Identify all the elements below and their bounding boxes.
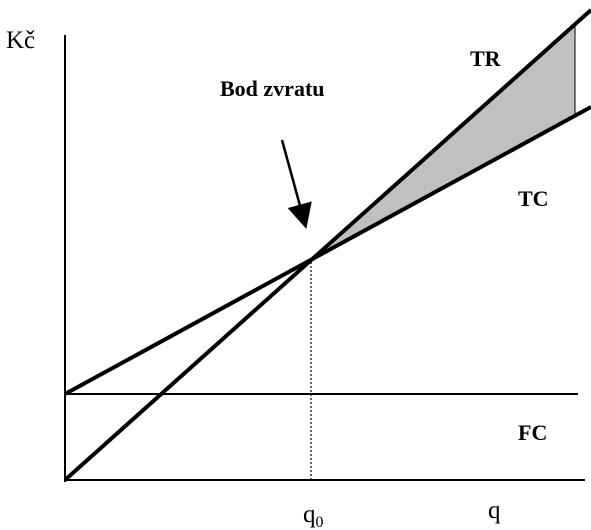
q0-sub: 0 bbox=[316, 514, 324, 530]
tc-label: TC bbox=[518, 186, 549, 211]
tr-line bbox=[63, 8, 591, 482]
fc-label: FC bbox=[518, 420, 547, 445]
y-label: Kč bbox=[6, 27, 35, 54]
arrow bbox=[280, 139, 312, 229]
x-label: q bbox=[488, 497, 501, 524]
tc-line bbox=[64, 105, 591, 396]
q0-base: q bbox=[303, 501, 316, 528]
annotation: Bod zvratu bbox=[220, 76, 325, 101]
tr-label: TR bbox=[470, 46, 502, 71]
q0-label: q0 bbox=[303, 501, 324, 530]
